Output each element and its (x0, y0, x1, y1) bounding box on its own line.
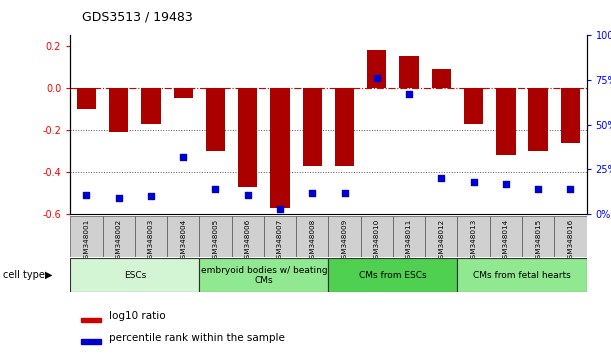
Text: GSM348013: GSM348013 (470, 219, 477, 263)
FancyBboxPatch shape (522, 216, 554, 257)
Bar (109, 88, 128, 132)
Bar (431, 69, 451, 88)
FancyBboxPatch shape (167, 216, 199, 257)
Bar (238, 88, 257, 187)
Point (211, 186, 221, 192)
Text: GSM348001: GSM348001 (83, 219, 89, 263)
Point (501, 181, 511, 187)
FancyBboxPatch shape (329, 258, 458, 292)
Text: percentile rank within the sample: percentile rank within the sample (109, 332, 285, 343)
FancyBboxPatch shape (135, 216, 167, 257)
FancyBboxPatch shape (70, 216, 103, 257)
Text: GSM348014: GSM348014 (503, 219, 509, 263)
Point (372, 75, 382, 81)
Text: GSM348005: GSM348005 (213, 219, 219, 263)
Bar (81, 339, 101, 343)
Text: CMs from fetal hearts: CMs from fetal hearts (473, 271, 571, 280)
Point (178, 154, 188, 160)
Text: GSM348007: GSM348007 (277, 219, 283, 263)
Text: CMs from ESCs: CMs from ESCs (359, 271, 426, 280)
Text: embryoid bodies w/ beating
CMs: embryoid bodies w/ beating CMs (200, 266, 327, 285)
Text: GSM348011: GSM348011 (406, 219, 412, 263)
Bar (302, 88, 322, 166)
Bar (81, 318, 101, 322)
Bar (270, 88, 290, 208)
Point (146, 193, 156, 199)
Bar (335, 88, 354, 166)
Bar (496, 88, 516, 155)
Text: GSM348009: GSM348009 (342, 219, 348, 263)
Point (114, 195, 123, 201)
Text: GSM348003: GSM348003 (148, 219, 154, 263)
Point (81, 192, 91, 197)
FancyBboxPatch shape (199, 258, 329, 292)
Point (404, 92, 414, 97)
Text: GDS3513 / 19483: GDS3513 / 19483 (82, 11, 193, 24)
Text: GSM348008: GSM348008 (309, 219, 315, 263)
FancyBboxPatch shape (360, 216, 393, 257)
Point (307, 190, 317, 195)
FancyBboxPatch shape (329, 216, 360, 257)
Text: GSM348016: GSM348016 (568, 219, 574, 263)
Text: cell type: cell type (3, 270, 45, 280)
Bar (400, 56, 419, 88)
Point (469, 179, 478, 185)
FancyBboxPatch shape (264, 216, 296, 257)
Bar (367, 50, 387, 88)
Bar (529, 88, 548, 151)
Text: GSM348004: GSM348004 (180, 219, 186, 263)
FancyBboxPatch shape (490, 216, 522, 257)
FancyBboxPatch shape (70, 258, 199, 292)
Text: GSM348010: GSM348010 (374, 219, 380, 263)
Bar (141, 88, 161, 124)
FancyBboxPatch shape (199, 216, 232, 257)
FancyBboxPatch shape (554, 216, 587, 257)
Bar (174, 88, 193, 98)
Text: ▶: ▶ (45, 270, 53, 280)
FancyBboxPatch shape (393, 216, 425, 257)
Bar (77, 88, 96, 109)
Text: GSM348015: GSM348015 (535, 219, 541, 263)
Bar (464, 88, 483, 124)
Point (243, 192, 252, 197)
FancyBboxPatch shape (458, 216, 490, 257)
FancyBboxPatch shape (296, 216, 329, 257)
FancyBboxPatch shape (458, 258, 587, 292)
Text: ESCs: ESCs (123, 271, 146, 280)
Point (340, 190, 349, 195)
FancyBboxPatch shape (425, 216, 458, 257)
Text: GSM348002: GSM348002 (115, 219, 122, 263)
Point (436, 176, 446, 181)
Text: GSM348006: GSM348006 (245, 219, 251, 263)
Text: log10 ratio: log10 ratio (109, 311, 166, 321)
Point (566, 186, 576, 192)
Text: GSM348012: GSM348012 (438, 219, 444, 263)
FancyBboxPatch shape (232, 216, 264, 257)
Point (533, 186, 543, 192)
Point (275, 206, 285, 212)
Bar (561, 88, 580, 143)
Bar (206, 88, 225, 151)
FancyBboxPatch shape (103, 216, 135, 257)
